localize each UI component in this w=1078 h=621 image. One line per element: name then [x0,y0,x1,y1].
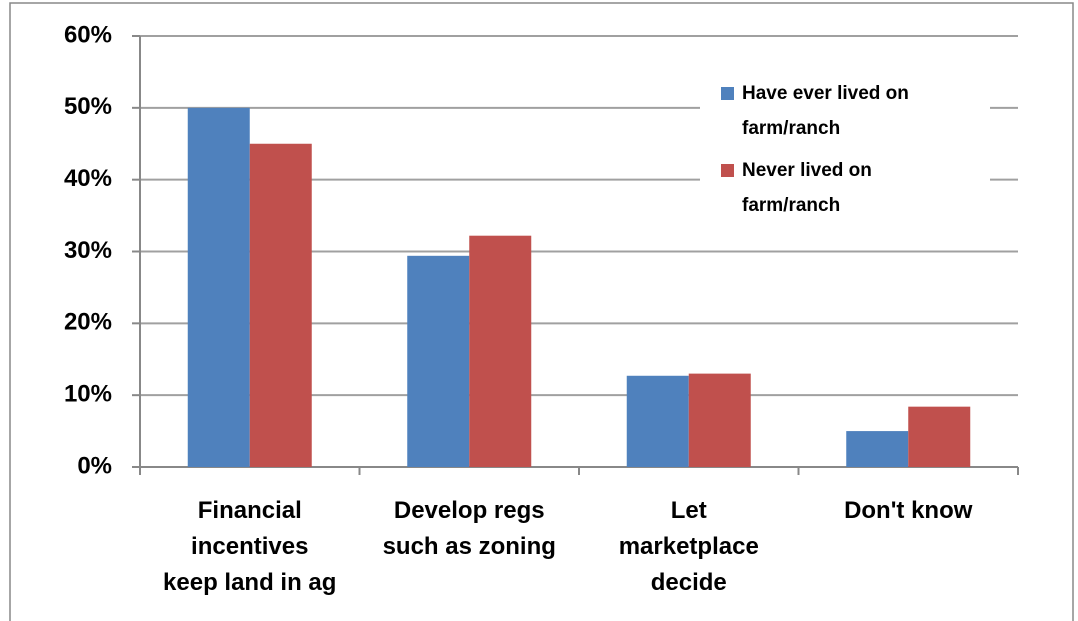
y-tick-label: 30% [64,237,112,264]
x-tick-label: Let marketplace decide [618,497,759,596]
legend-box [700,66,990,246]
y-tick-label: 0% [77,452,112,479]
x-tick-label: Financial incentives keep land in ag [163,497,337,596]
y-tick-label: 40% [64,165,112,192]
y-tick-label: 20% [64,309,112,336]
legend-swatch [721,164,734,177]
bar [407,255,470,467]
bar [846,431,909,467]
bar [688,373,751,467]
bar [626,375,689,467]
bar [469,235,532,467]
x-tick-label: Develop regs such as zoning [382,497,556,560]
bar [187,107,250,467]
y-tick-label: 10% [64,381,112,408]
chart-border [9,2,1074,621]
x-tick-label: Don't know [844,497,973,524]
legend-label: Have ever lived on farm/ranch [742,83,909,139]
bar [908,406,971,467]
legend-label: Never lived on farm/ranch [742,160,872,216]
y-tick-label: 60% [64,21,112,48]
bar [249,143,312,467]
y-tick-label: 50% [64,93,112,120]
legend-swatch [721,87,734,100]
